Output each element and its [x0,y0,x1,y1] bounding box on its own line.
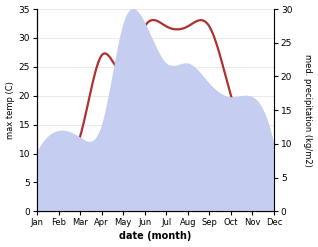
X-axis label: date (month): date (month) [119,231,192,242]
Y-axis label: max temp (C): max temp (C) [5,81,15,139]
Y-axis label: med. precipitation (kg/m2): med. precipitation (kg/m2) [303,54,313,167]
